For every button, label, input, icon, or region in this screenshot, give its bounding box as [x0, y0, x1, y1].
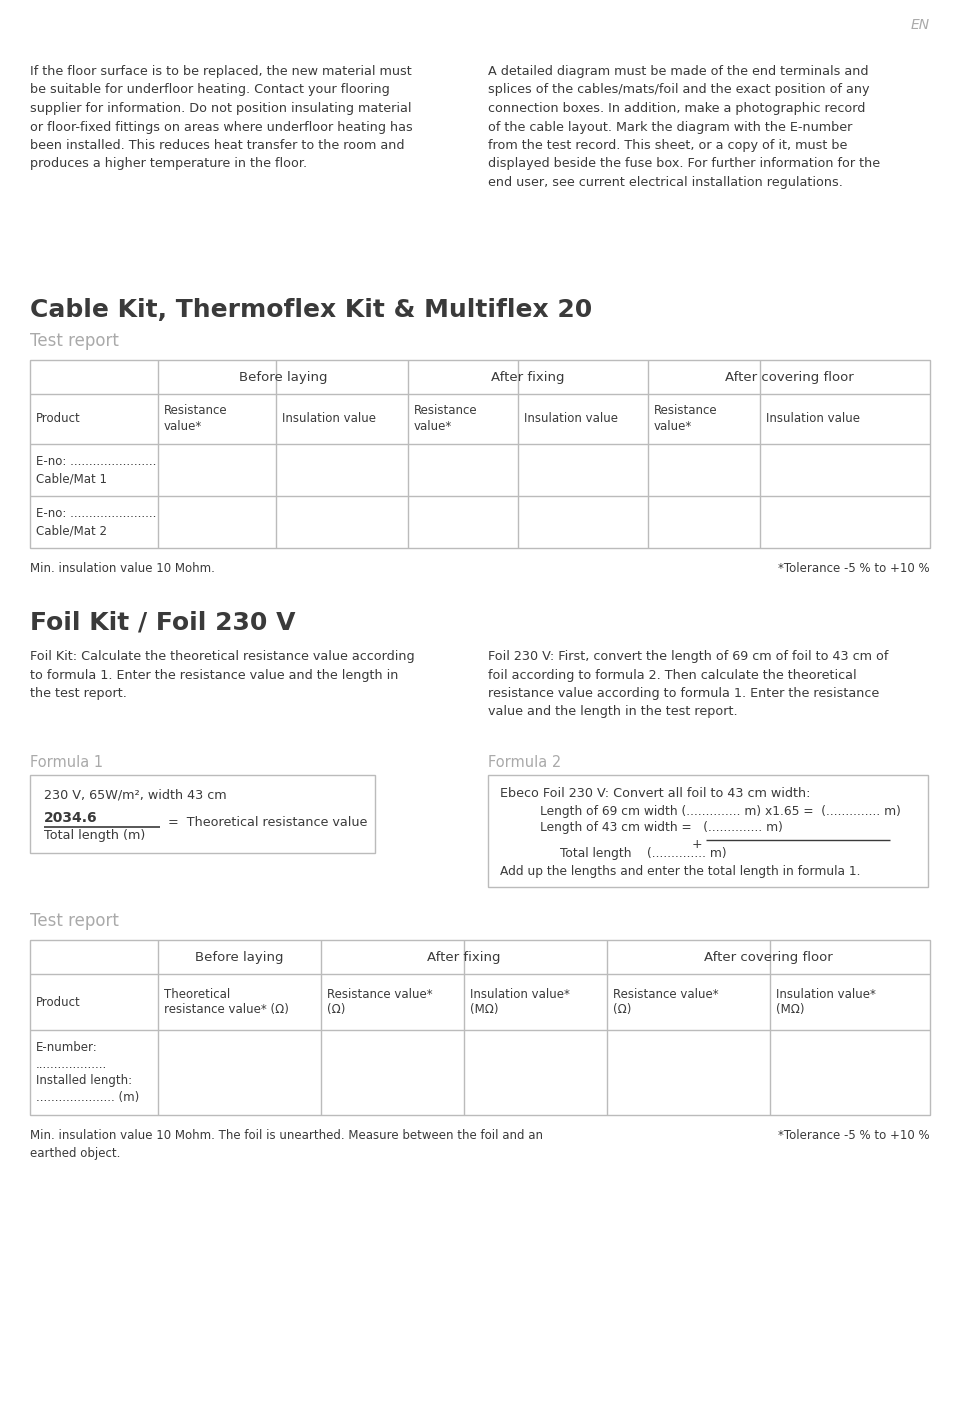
Text: After covering floor: After covering floor — [725, 371, 853, 384]
Text: Resistance value*
(Ω): Resistance value* (Ω) — [613, 987, 719, 1017]
Text: Resistance
value*: Resistance value* — [164, 405, 228, 433]
Text: Insulation value*
(MΩ): Insulation value* (MΩ) — [470, 987, 570, 1017]
Text: Formula 1: Formula 1 — [30, 755, 103, 770]
Text: Resistance value*
(Ω): Resistance value* (Ω) — [327, 987, 433, 1017]
Text: Ebeco Foil 230 V: Convert all foil to 43 cm width:: Ebeco Foil 230 V: Convert all foil to 43… — [500, 787, 810, 800]
Text: E-number:
...................
Installed length:
..................... (m): E-number: ................... Installed … — [36, 1041, 139, 1103]
Text: Theoretical
resistance value* (Ω): Theoretical resistance value* (Ω) — [164, 987, 289, 1017]
Text: If the floor surface is to be replaced, the new material must
be suitable for un: If the floor surface is to be replaced, … — [30, 65, 413, 170]
Text: Insulation value: Insulation value — [282, 412, 376, 425]
Text: =  Theoretical resistance value: = Theoretical resistance value — [168, 816, 368, 828]
Bar — [30, 775, 375, 852]
Text: Insulation value*
(MΩ): Insulation value* (MΩ) — [776, 987, 876, 1017]
Text: 2034.6: 2034.6 — [44, 811, 98, 826]
Text: +: + — [692, 838, 703, 851]
Text: Length of 43 cm width =   (.............. m): Length of 43 cm width = (.............. … — [540, 821, 782, 834]
Text: After covering floor: After covering floor — [704, 950, 833, 963]
Text: Formula 2: Formula 2 — [488, 755, 562, 770]
Text: Insulation value: Insulation value — [524, 412, 618, 425]
Text: Product: Product — [36, 995, 81, 1008]
Text: Before laying: Before laying — [239, 371, 327, 384]
Text: Foil Kit / Foil 230 V: Foil Kit / Foil 230 V — [30, 610, 296, 634]
Text: Length of 69 cm width (.............. m) x1.65 =  (.............. m): Length of 69 cm width (.............. m)… — [540, 806, 900, 818]
Text: Test report: Test report — [30, 912, 119, 930]
Text: Resistance
value*: Resistance value* — [654, 405, 718, 433]
Text: After fixing: After fixing — [492, 371, 564, 384]
Bar — [30, 360, 930, 548]
Text: A detailed diagram must be made of the end terminals and
splices of the cables/m: A detailed diagram must be made of the e… — [488, 65, 880, 188]
Text: Before laying: Before laying — [195, 950, 284, 963]
Text: Total length (m): Total length (m) — [44, 828, 145, 843]
Text: Min. insulation value 10 Mohm. The foil is unearthed. Measure between the foil a: Min. insulation value 10 Mohm. The foil … — [30, 1129, 543, 1160]
Text: Resistance
value*: Resistance value* — [414, 405, 478, 433]
Text: EN: EN — [911, 18, 930, 33]
Text: Product: Product — [36, 412, 81, 425]
Text: *Tolerance -5 % to +10 %: *Tolerance -5 % to +10 % — [779, 562, 930, 575]
Text: Total length    (.............. m): Total length (.............. m) — [560, 847, 727, 860]
Text: Add up the lengths and enter the total length in formula 1.: Add up the lengths and enter the total l… — [500, 865, 860, 878]
Text: E-no: .......................
Cable/Mat 1: E-no: ....................... Cable/Mat … — [36, 455, 156, 486]
Text: After fixing: After fixing — [427, 950, 501, 963]
Text: Min. insulation value 10 Mohm.: Min. insulation value 10 Mohm. — [30, 562, 215, 575]
Text: Foil 230 V: First, convert the length of 69 cm of foil to 43 cm of
foil accordin: Foil 230 V: First, convert the length of… — [488, 650, 888, 718]
Bar — [30, 940, 930, 1114]
Text: Insulation value: Insulation value — [766, 412, 860, 425]
Text: 230 V, 65W/m², width 43 cm: 230 V, 65W/m², width 43 cm — [44, 789, 227, 801]
Text: *Tolerance -5 % to +10 %: *Tolerance -5 % to +10 % — [779, 1129, 930, 1141]
Text: Cable Kit, Thermoflex Kit & Multiflex 20: Cable Kit, Thermoflex Kit & Multiflex 20 — [30, 297, 592, 321]
Text: E-no: .......................
Cable/Mat 2: E-no: ....................... Cable/Mat … — [36, 507, 156, 537]
Text: Test report: Test report — [30, 331, 119, 350]
Text: Foil Kit: Calculate the theoretical resistance value according
to formula 1. Ent: Foil Kit: Calculate the theoretical resi… — [30, 650, 415, 700]
Bar — [488, 775, 928, 886]
